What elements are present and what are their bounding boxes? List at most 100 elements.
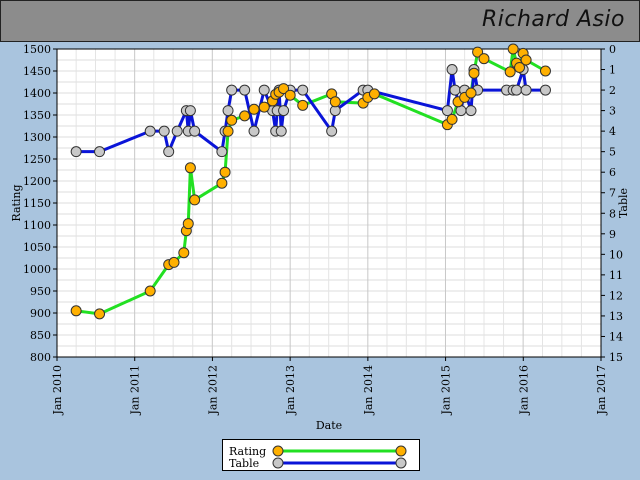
table-point	[239, 84, 251, 96]
y-tick-label: 850	[30, 329, 51, 342]
rating-point	[514, 61, 526, 73]
table-point	[226, 84, 238, 96]
rating-point	[539, 65, 551, 77]
table-point	[511, 84, 523, 96]
rating-point	[278, 83, 290, 95]
table-point	[163, 146, 175, 158]
table-point	[465, 105, 477, 117]
table-point	[297, 84, 309, 96]
y-tick-label: 1150	[23, 197, 51, 210]
rating-point	[520, 54, 532, 66]
y-tick-label: 1250	[23, 153, 51, 166]
y2-tick-label: 0	[609, 43, 616, 56]
legend-label-table: Table	[229, 457, 259, 470]
rating-point	[222, 125, 234, 137]
table-point	[189, 125, 201, 137]
rating-point	[184, 162, 196, 174]
table-point	[94, 146, 106, 158]
rating-point	[507, 43, 519, 55]
y-tick-label: 1100	[23, 219, 51, 232]
table-point	[222, 105, 234, 117]
x-tick-label: Jan 2010	[51, 365, 64, 416]
y-tick-label: 1450	[23, 65, 51, 78]
y-tick-label: 1200	[23, 175, 51, 188]
legend-marker-rating	[395, 445, 407, 457]
rating-point	[168, 256, 180, 268]
legend: Rating Table	[222, 439, 420, 471]
y2-tick-label: 11	[609, 269, 623, 282]
x-tick-label: Jan 2011	[129, 365, 142, 416]
table-point	[144, 125, 156, 137]
y-tick-label: 1000	[23, 263, 51, 276]
y2-tick-label: 6	[609, 166, 616, 179]
y2-tick-label: 9	[609, 228, 616, 241]
table-point	[158, 125, 170, 137]
legend-marker-table	[395, 457, 407, 469]
rating-point	[504, 66, 516, 78]
y2-tick-label: 3	[609, 105, 616, 118]
table-point	[248, 125, 260, 137]
x-axis-label: Date	[316, 419, 342, 432]
rating-point	[472, 46, 484, 58]
table-point	[70, 146, 82, 158]
rating-point	[70, 305, 82, 317]
rating-point	[468, 67, 480, 79]
player-name: Richard Asio	[481, 7, 625, 32]
rating-point	[329, 96, 341, 108]
x-tick-label: Jan 2013	[284, 365, 297, 416]
legend-label-rating: Rating	[229, 445, 266, 458]
y2-tick-label: 4	[609, 125, 616, 138]
rating-point	[94, 308, 106, 320]
table-point	[258, 84, 270, 96]
y2-tick-label: 1	[609, 64, 616, 77]
rating-point	[478, 53, 490, 65]
rating-point	[284, 89, 296, 101]
y-axis-label: Rating	[10, 184, 23, 221]
rating-point	[144, 285, 156, 297]
table-point	[171, 125, 183, 137]
y2-tick-label: 8	[609, 207, 616, 220]
rating-point	[258, 101, 270, 113]
x-tick-label: Jan 2015	[440, 365, 453, 416]
x-tick-label: Jan 2017	[595, 365, 608, 416]
y2-axis-label: Table	[617, 188, 630, 218]
table-point	[539, 84, 551, 96]
table-point	[216, 146, 228, 158]
y-tick-label: 1300	[23, 131, 51, 144]
rating-point	[446, 113, 458, 125]
x-tick-label: Jan 2014	[362, 365, 375, 416]
table-point	[278, 105, 290, 117]
x-tick-label: Jan 2016	[517, 365, 530, 416]
y-tick-label: 1050	[23, 241, 51, 254]
y2-tick-label: 12	[609, 289, 623, 302]
rating-point	[178, 247, 190, 259]
rating-point	[248, 103, 260, 115]
x-tick-label: Jan 2012	[206, 365, 219, 416]
y-tick-label: 1500	[23, 43, 51, 56]
y-tick-label: 900	[30, 307, 51, 320]
rating-point	[226, 114, 238, 126]
table-point	[446, 64, 458, 76]
table-point	[326, 125, 338, 137]
y2-tick-label: 10	[609, 248, 623, 261]
table-point	[275, 125, 287, 137]
y-tick-label: 1350	[23, 109, 51, 122]
y2-tick-label: 2	[609, 84, 616, 97]
y2-tick-label: 5	[609, 146, 616, 159]
legend-marker-rating	[272, 445, 284, 457]
table-point	[449, 84, 461, 96]
y-tick-label: 1400	[23, 87, 51, 100]
rating-point	[368, 88, 380, 100]
legend-marker-table	[272, 457, 284, 469]
y-tick-label: 950	[30, 285, 51, 298]
y2-tick-label: 14	[609, 330, 623, 343]
header-bar: Richard Asio	[0, 0, 640, 42]
y-tick-label: 800	[30, 351, 51, 364]
rating-point	[216, 177, 228, 189]
table-point	[441, 105, 453, 117]
rating-point	[239, 110, 251, 122]
rating-point	[297, 99, 309, 111]
y2-tick-label: 7	[609, 187, 616, 200]
